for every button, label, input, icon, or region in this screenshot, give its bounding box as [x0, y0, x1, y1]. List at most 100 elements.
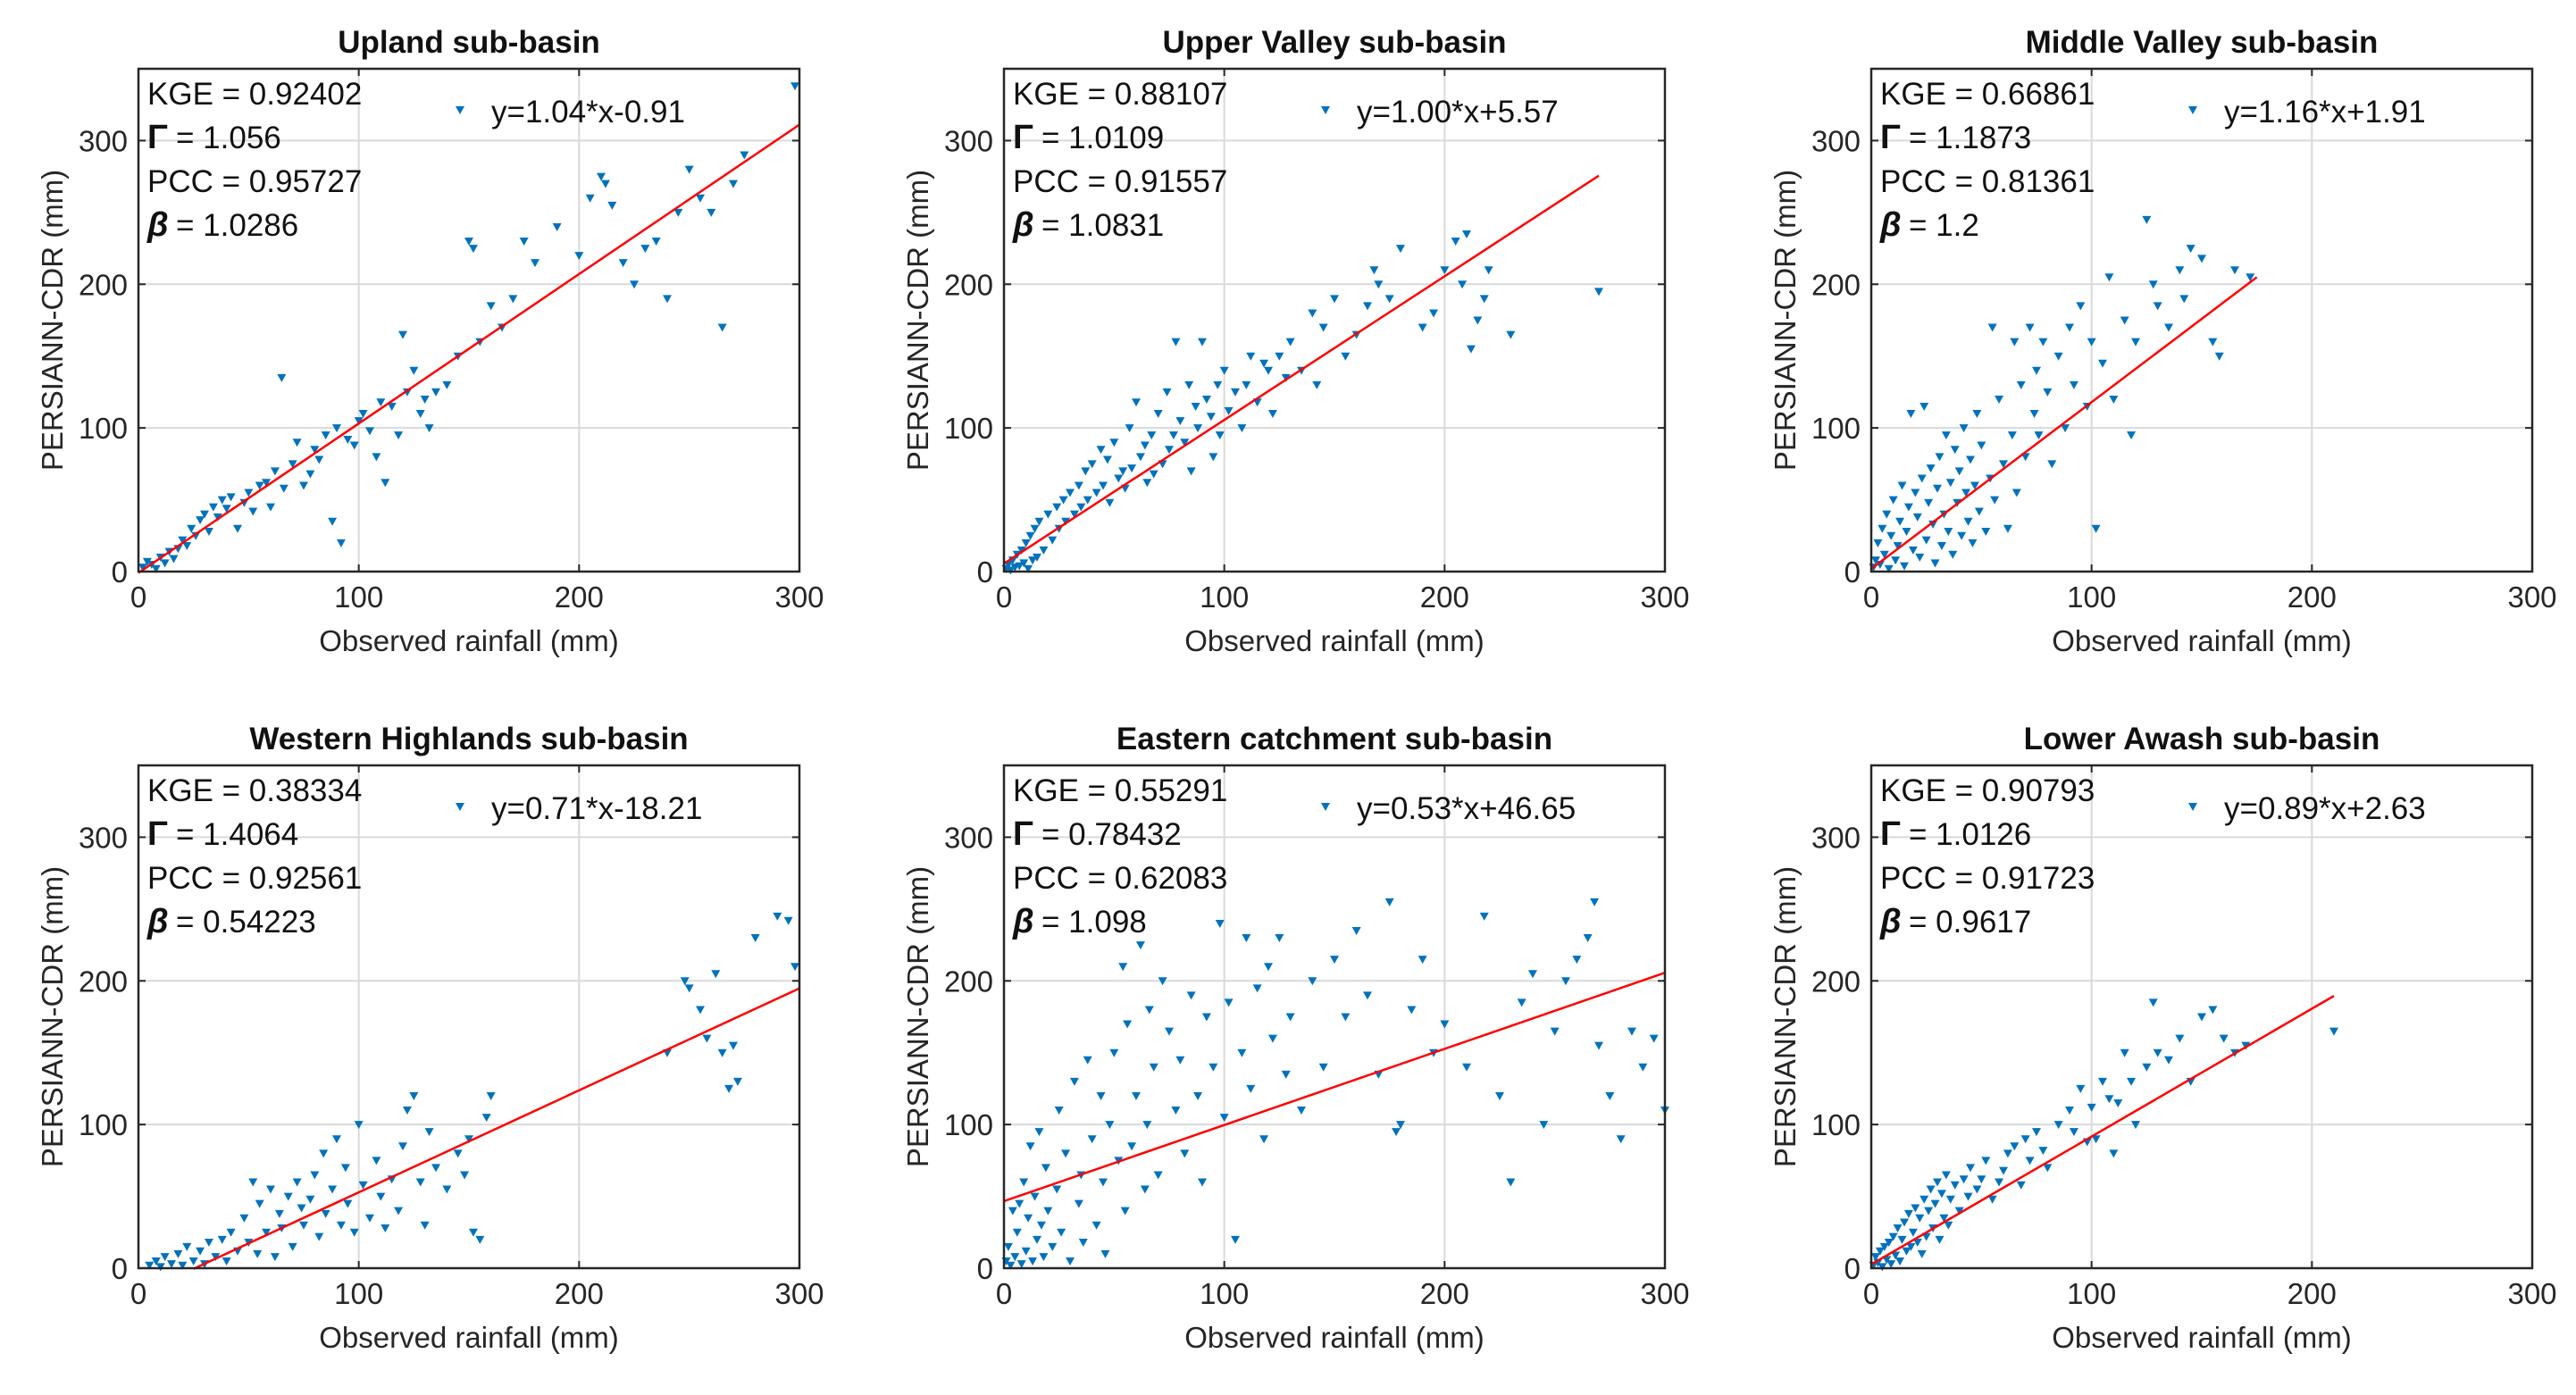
- data-point: [381, 1224, 390, 1232]
- beta-symbol: β: [1012, 903, 1034, 940]
- data-point: [233, 524, 242, 533]
- data-point: [2208, 1006, 2218, 1015]
- data-point: [332, 424, 341, 433]
- x-tick-label: 0: [130, 581, 146, 614]
- data-point: [314, 455, 324, 464]
- data-point: [1893, 542, 1903, 551]
- data-point: [1506, 1178, 1516, 1187]
- data-point: [1870, 1253, 1880, 1262]
- data-point: [1153, 410, 1163, 419]
- data-point: [1219, 1114, 1229, 1123]
- data-point: [1479, 912, 1489, 921]
- data-point: [1528, 970, 1537, 979]
- data-point: [305, 1195, 315, 1204]
- axes-frame: [1002, 67, 1667, 573]
- data-point: [1981, 1157, 1991, 1165]
- data-point: [2175, 1034, 2185, 1043]
- data-point: [1972, 1185, 1982, 1194]
- data-point: [717, 1048, 727, 1057]
- data-point: [1096, 446, 1106, 455]
- data-point: [1917, 474, 1927, 483]
- data-point: [1957, 531, 1967, 540]
- data-point: [2032, 1128, 2041, 1137]
- data-point: [1215, 431, 1225, 440]
- y-tick-label: 0: [1844, 555, 1861, 589]
- data-point: [2091, 524, 2101, 533]
- data-point: [1440, 1020, 1450, 1029]
- data-point: [1941, 431, 1951, 440]
- x-tick-label: 0: [996, 581, 1012, 614]
- data-point: [217, 1235, 227, 1244]
- data-point: [1506, 330, 1516, 339]
- data-point: [453, 1149, 463, 1158]
- plot-area: [138, 69, 799, 572]
- data-point: [2047, 460, 2057, 469]
- data-point: [213, 513, 222, 522]
- data-point: [1308, 309, 1317, 318]
- data-point: [182, 542, 192, 551]
- data-point: [2164, 1056, 2173, 1065]
- fit-line: [1003, 174, 1600, 565]
- data-point: [1935, 1235, 1945, 1244]
- data-point: [1140, 1185, 1150, 1194]
- beta-symbol: β: [146, 903, 169, 940]
- legend-marker: [1321, 803, 1330, 811]
- data-point: [1945, 479, 1955, 488]
- data-point: [292, 1178, 302, 1187]
- data-point: [431, 388, 440, 397]
- data-point: [1891, 1251, 1901, 1260]
- data-point: [2043, 388, 2053, 397]
- data-point: [684, 984, 694, 993]
- x-tick-label: 200: [2287, 1277, 2337, 1310]
- data-point: [1021, 1247, 1031, 1256]
- y-axis-label: PERSIANN-CDR (mm): [36, 170, 69, 471]
- x-axis-label: Observed rainfall (mm): [319, 1321, 619, 1354]
- stat-beta: = 1.0831: [1041, 208, 1164, 243]
- data-point: [1895, 517, 1905, 526]
- data-point: [1977, 441, 1986, 450]
- legend-marker: [456, 803, 464, 811]
- data-point: [1246, 1084, 1256, 1093]
- data-point: [145, 1261, 155, 1270]
- data-point: [1935, 453, 1945, 462]
- data-point: [1039, 1253, 1049, 1262]
- axes-frame: [1002, 764, 1667, 1270]
- data-point: [2029, 410, 2039, 419]
- data-point: [2113, 1099, 2123, 1108]
- x-tick-label: 0: [1863, 581, 1879, 614]
- data-point: [1902, 1247, 1911, 1256]
- data-point: [1882, 510, 1892, 519]
- data-point: [1440, 266, 1450, 275]
- data-point: [1873, 539, 1883, 547]
- data-point: [160, 559, 170, 568]
- x-tick-label: 100: [2067, 1277, 2116, 1310]
- data-point: [1054, 1107, 1064, 1115]
- x-tick-label: 300: [1640, 1277, 1689, 1310]
- data-point: [1041, 1164, 1050, 1173]
- data-point: [1886, 1260, 1896, 1269]
- data-point: [1968, 539, 1978, 547]
- y-axis-label: PERSIANN-CDR (mm): [1769, 170, 1802, 471]
- y-tick-label: 200: [79, 965, 128, 998]
- data-point: [2043, 1164, 2053, 1173]
- data-point: [486, 302, 496, 311]
- data-point: [372, 1157, 381, 1165]
- data-point: [387, 403, 397, 412]
- data-point: [1168, 431, 1178, 440]
- data-point: [1384, 898, 1394, 906]
- data-point: [1087, 460, 1097, 469]
- data-point: [1275, 934, 1284, 943]
- data-point: [270, 467, 280, 476]
- data-point: [424, 1128, 434, 1137]
- data-point: [2011, 489, 2021, 497]
- data-point: [663, 295, 672, 304]
- data-point: [1198, 338, 1207, 347]
- fit-line: [1003, 972, 1666, 1203]
- data-point: [783, 916, 793, 925]
- plot-area: [138, 765, 799, 1268]
- data-point: [424, 424, 434, 433]
- data-point: [1175, 417, 1185, 426]
- data-point: [1252, 984, 1262, 993]
- data-point: [1165, 446, 1174, 455]
- data-point: [1057, 1228, 1066, 1237]
